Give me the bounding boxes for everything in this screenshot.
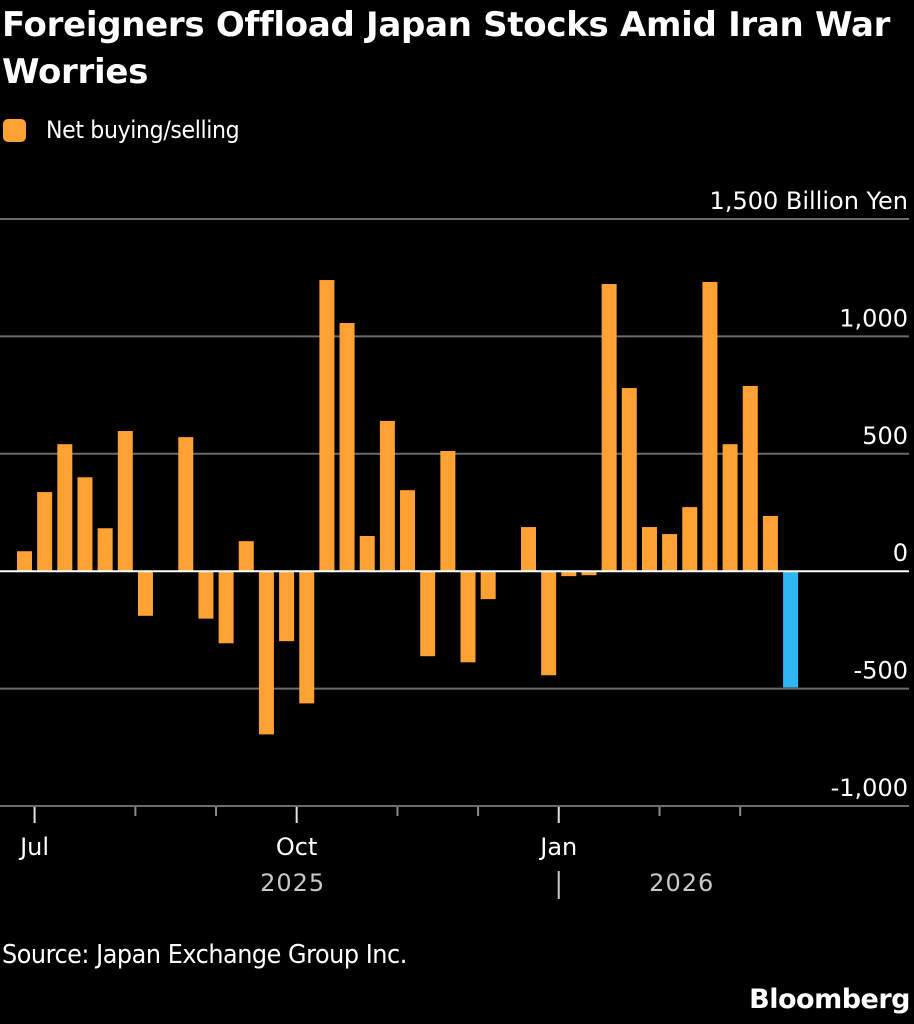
bar xyxy=(379,420,395,572)
bar xyxy=(299,571,315,704)
bar xyxy=(178,437,194,572)
bar xyxy=(742,385,758,572)
x-axis: Jul Oct Jan 2025 2026 xyxy=(18,807,742,899)
bar xyxy=(17,551,32,572)
bar xyxy=(581,571,597,576)
bar-latest xyxy=(783,571,799,688)
bar xyxy=(561,571,577,577)
bar xyxy=(682,507,698,572)
bar xyxy=(37,492,53,572)
y-tick-label: 0 xyxy=(893,539,908,567)
bar xyxy=(420,571,436,657)
bar xyxy=(218,571,234,644)
y-tick-label: -1,000 xyxy=(831,774,908,802)
bar xyxy=(117,431,133,572)
bar xyxy=(521,527,536,572)
bar xyxy=(57,444,73,572)
bar xyxy=(440,450,456,572)
bar xyxy=(400,490,416,572)
bar xyxy=(97,528,113,572)
bar xyxy=(601,284,617,572)
bar xyxy=(77,477,93,572)
bar xyxy=(621,388,637,572)
bar xyxy=(662,534,678,572)
bar xyxy=(702,281,718,572)
bar xyxy=(460,571,476,663)
bar xyxy=(722,444,738,572)
legend-label: Net buying/selling xyxy=(46,116,240,144)
bar xyxy=(359,535,375,572)
bar xyxy=(480,571,496,600)
bar xyxy=(541,571,557,676)
year-label: 2025 xyxy=(260,869,325,897)
x-tick-label: Jul xyxy=(18,833,49,861)
y-tick-label: -500 xyxy=(854,657,908,685)
bar xyxy=(258,571,274,735)
bloomberg-logo: Bloomberg xyxy=(749,984,910,1015)
chart-title: Foreigners Offload Japan Stocks Amid Ira… xyxy=(2,5,891,92)
y-tick-label: 500 xyxy=(862,422,908,450)
bar xyxy=(198,571,214,619)
bar xyxy=(762,516,778,572)
y-axis-labels: 1,500 Billion Yen 1,000 500 0 -500 -1,000 xyxy=(710,187,908,802)
source-note: Source: Japan Exchange Group Inc. xyxy=(2,940,407,970)
y-tick-label: 1,500 Billion Yen xyxy=(710,187,908,215)
bar xyxy=(641,527,657,572)
x-tick-label: Oct xyxy=(276,833,318,861)
year-label: 2026 xyxy=(649,869,714,897)
bar xyxy=(238,541,254,572)
x-tick-label: Jan xyxy=(538,833,577,861)
y-tick-label: 1,000 xyxy=(839,304,908,332)
legend: Net buying/selling xyxy=(3,116,256,144)
bar xyxy=(339,323,355,572)
bar xyxy=(137,571,153,616)
bars xyxy=(17,280,799,735)
bar xyxy=(319,280,335,572)
legend-swatch xyxy=(3,118,26,142)
bar xyxy=(279,571,295,642)
